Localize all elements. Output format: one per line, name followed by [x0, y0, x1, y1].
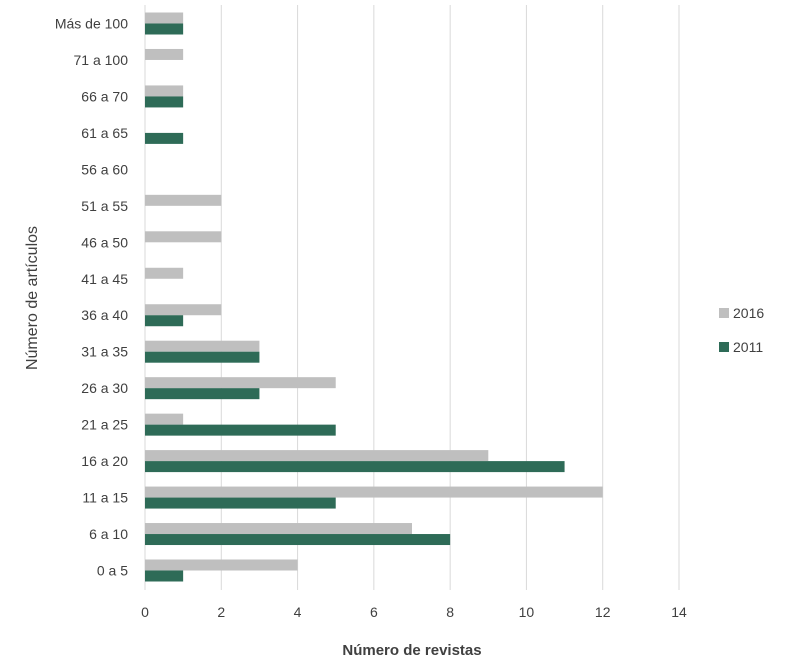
bar-2016-36-a-40	[145, 304, 222, 316]
bar-2016-6-a-10	[145, 523, 412, 535]
bar-2011-11-a-15	[145, 497, 336, 509]
y-tick-label: 71 a 100	[74, 52, 129, 68]
y-tick-label: 31 a 35	[81, 344, 128, 360]
bar-2016-16-a-20	[145, 450, 489, 462]
bar-2016-0-a-5	[145, 559, 298, 571]
legend-swatch-2011	[719, 342, 729, 352]
x-tick-label: 12	[595, 604, 611, 620]
bar-2016-71-a-100	[145, 48, 184, 60]
bar-2011-26-a-30	[145, 388, 260, 400]
y-tick-labels: 0 a 5 6 a 10 11 a 15 16 a 20 21 a 25 26 a 30 3…	[55, 16, 128, 579]
y-tick-label: 61 a 65	[81, 125, 128, 141]
x-tick-label: 10	[519, 604, 535, 620]
x-tick-label: 6	[370, 604, 378, 620]
x-tick-label: 8	[446, 604, 454, 620]
x-tick-labels: 0 2 4 6 8 10 12 14	[141, 604, 687, 620]
bar-2011-0-a-5	[145, 570, 184, 582]
x-tick-label: 0	[141, 604, 149, 620]
bar-2016-26-a-30	[145, 377, 336, 389]
bar-2011-36-a-40	[145, 315, 184, 327]
y-tick-label: 66 a 70	[81, 88, 128, 104]
legend-swatch-2016	[719, 308, 729, 318]
y-tick-label: 0 a 5	[97, 563, 128, 579]
bar-2011-16-a-20	[145, 461, 565, 473]
y-tick-label: 16 a 20	[81, 453, 128, 469]
x-tick-label: 4	[294, 604, 302, 620]
bar-2011-61-a-65	[145, 132, 184, 144]
bars	[145, 12, 603, 582]
bar-2016-31-a-35	[145, 340, 260, 352]
bar-2016-41-a-45	[145, 267, 184, 279]
x-tick-label: 2	[217, 604, 225, 620]
bar-2011-Más-de-100	[145, 23, 184, 35]
y-tick-label: 41 a 45	[81, 271, 128, 287]
y-tick-label: 11 a 15	[82, 490, 128, 506]
y-tick-label: 51 a 55	[81, 198, 128, 214]
y-tick-label: 21 a 25	[81, 417, 128, 433]
x-tick-label: 14	[671, 604, 687, 620]
y-tick-label: 56 a 60	[81, 161, 128, 177]
bar-2016-51-a-55	[145, 194, 222, 206]
bar-2016-66-a-70	[145, 85, 184, 97]
bar-2011-6-a-10	[145, 534, 451, 546]
bar-2016-46-a-50	[145, 231, 222, 243]
x-axis-title: Número de revistas	[342, 642, 481, 659]
bar-2011-66-a-70	[145, 96, 184, 108]
bar-2016-Más-de-100	[145, 12, 184, 24]
bar-2016-21-a-25	[145, 413, 184, 425]
y-tick-label: 46 a 50	[81, 234, 128, 250]
bar-2011-31-a-35	[145, 351, 260, 363]
legend-label-2016: 2016	[733, 305, 764, 321]
y-axis-title: Número de artículos	[24, 226, 41, 370]
gridlines	[144, 5, 680, 590]
legend-label-2011: 2011	[733, 339, 763, 355]
legend: 2016 2011	[719, 305, 764, 355]
y-tick-label: Más de 100	[55, 16, 128, 32]
bar-2016-11-a-15	[145, 486, 603, 498]
bar-2011-21-a-25	[145, 424, 336, 436]
y-tick-label: 26 a 30	[81, 380, 128, 396]
y-tick-label: 36 a 40	[81, 307, 128, 323]
y-tick-label: 6 a 10	[89, 526, 128, 542]
